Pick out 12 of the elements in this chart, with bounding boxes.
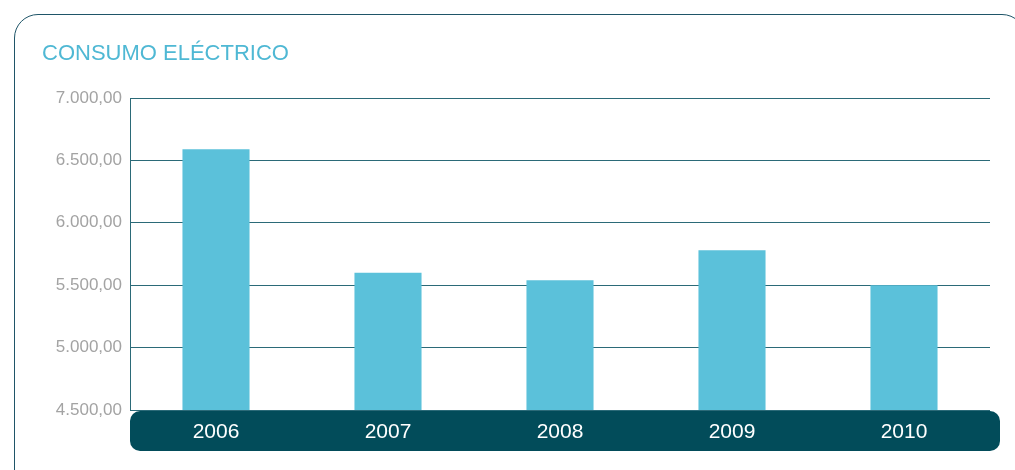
y-tick-label: 6.000,00 (55, 212, 122, 232)
y-tick-label: 5.000,00 (55, 337, 122, 357)
x-tick-label: 2010 (880, 419, 928, 443)
y-tick-label: 7.000,00 (55, 87, 122, 107)
y-tick-label: 6.500,00 (55, 150, 122, 170)
x-tick-label: 2009 (708, 419, 756, 443)
x-tick-label: 2008 (536, 419, 584, 443)
x-tick-label: 2006 (192, 419, 240, 443)
y-tick-label: 5.500,00 (55, 274, 122, 294)
y-tick-label: 4.500,00 (55, 399, 122, 419)
x-tick-label: 2007 (364, 419, 412, 443)
chart-title: CONSUMO ELÉCTRICO (42, 40, 289, 66)
